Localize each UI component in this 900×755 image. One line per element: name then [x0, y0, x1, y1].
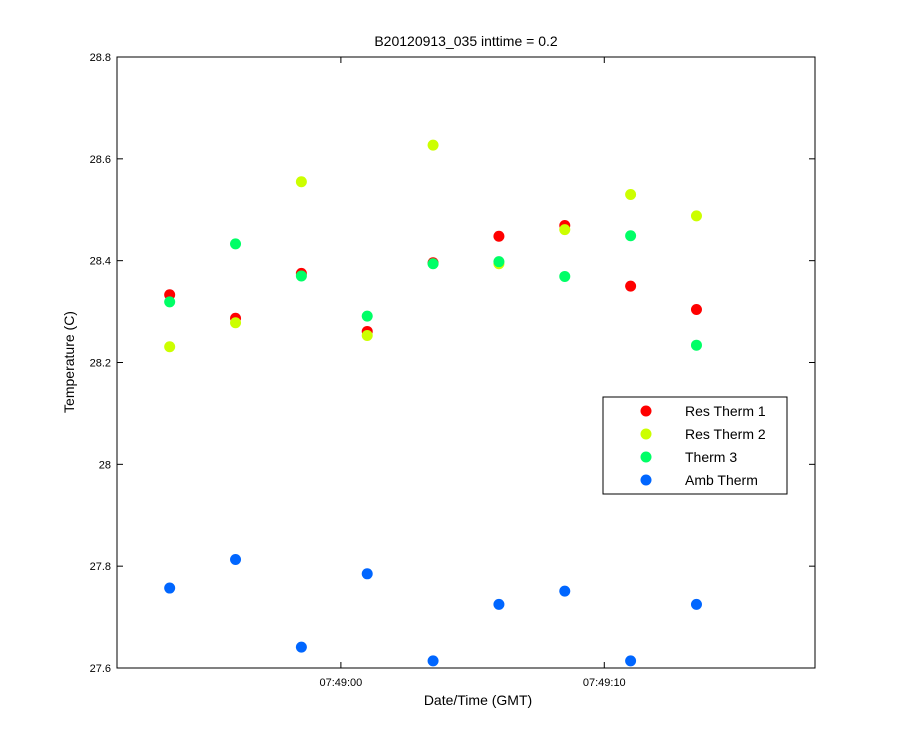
x-tick-label: 07:49:10: [583, 677, 626, 689]
axis-ticks: 27.6 27.8 28 28.2 28.4 28.6 28.8 07:49:00 07:49:…: [90, 52, 815, 689]
data-point: [493, 598, 505, 610]
legend-marker: [640, 474, 652, 486]
legend: Res Therm 1 Res Therm 2 Therm 3 Amb Therm: [602, 396, 788, 495]
data-point: [361, 330, 373, 342]
y-tick-label: 28.8: [90, 52, 111, 64]
data-point: [690, 598, 702, 610]
data-point: [625, 655, 637, 667]
chart-title: B20120913_035 inttime = 0.2: [374, 33, 558, 49]
legend-label: Therm 3: [685, 449, 737, 465]
data-point: [427, 258, 439, 270]
legend-item: Res Therm 2: [640, 426, 766, 442]
legend-label: Res Therm 1: [685, 403, 766, 419]
y-tick-label: 28.6: [90, 154, 111, 166]
data-point: [164, 341, 176, 353]
plot-area: [116, 56, 816, 669]
legend-marker: [640, 405, 652, 417]
series-res-therm-2: [164, 139, 702, 353]
data-point: [164, 582, 176, 594]
data-point: [230, 238, 242, 250]
legend-label: Amb Therm: [685, 472, 758, 488]
series-amb-therm: [164, 554, 702, 667]
legend-marker: [640, 428, 652, 440]
data-point: [164, 296, 176, 308]
data-point: [230, 317, 242, 329]
data-point: [559, 270, 571, 282]
x-axis-title: Date/Time (GMT): [424, 692, 532, 708]
legend-item: Amb Therm: [640, 472, 758, 488]
legend-item: Res Therm 1: [640, 403, 766, 419]
data-point: [625, 280, 637, 292]
data-point: [427, 139, 439, 151]
data-point: [361, 310, 373, 322]
y-tick-label: 28: [99, 459, 111, 471]
x-tick-label: 07:49:00: [319, 677, 362, 689]
data-point: [625, 188, 637, 200]
data-point: [690, 339, 702, 351]
data-point: [295, 176, 307, 188]
data-point: [230, 554, 242, 566]
data-point: [559, 224, 571, 236]
legend-items: Res Therm 1 Res Therm 2 Therm 3 Amb Therm: [640, 403, 766, 488]
data-point: [427, 655, 439, 667]
data-point: [625, 230, 637, 242]
data-point: [493, 256, 505, 268]
y-tick-label: 27.8: [90, 561, 111, 573]
data-point: [295, 270, 307, 282]
data-point: [690, 210, 702, 222]
legend-item: Therm 3: [640, 449, 737, 465]
data-point: [493, 230, 505, 242]
legend-marker: [640, 451, 652, 463]
y-axis-title: Temperature (C): [61, 311, 77, 413]
y-tick-label: 28.2: [90, 358, 111, 370]
y-tick-label: 27.6: [90, 663, 111, 675]
data-points: [164, 139, 702, 667]
series-therm-3: [164, 230, 702, 351]
y-tick-label: 28.4: [90, 256, 111, 268]
legend-box: [602, 396, 788, 495]
legend-label: Res Therm 2: [685, 426, 766, 442]
data-point: [361, 568, 373, 580]
data-point: [690, 304, 702, 316]
data-point: [295, 641, 307, 653]
data-point: [559, 585, 571, 597]
